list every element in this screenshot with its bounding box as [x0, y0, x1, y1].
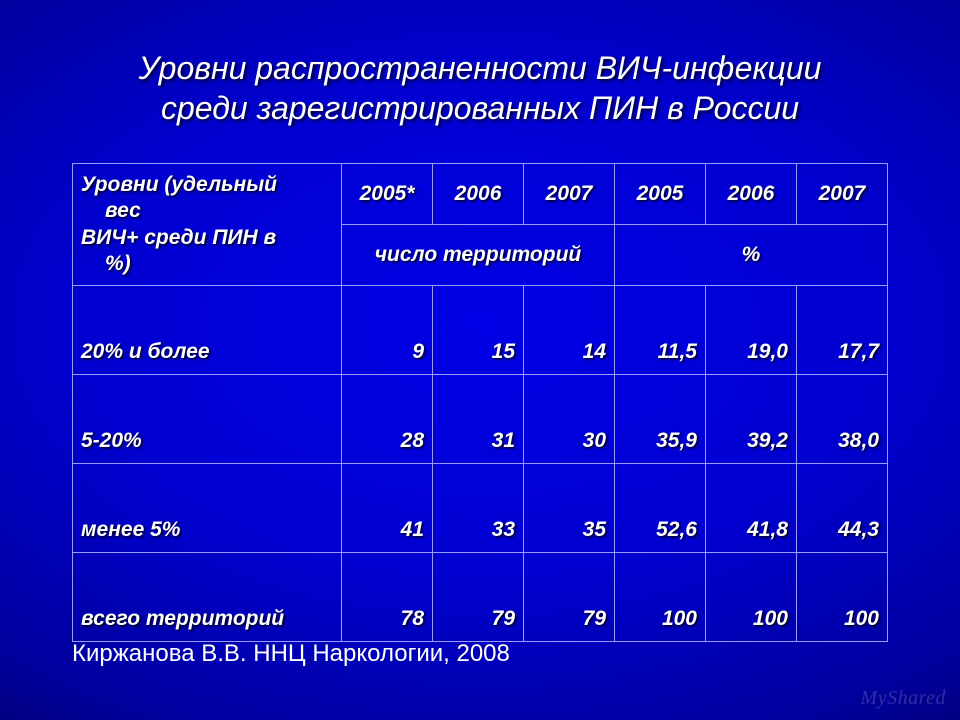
table-row: всего территорий 78 79 79 100 100 100 — [73, 553, 888, 642]
cell: 33 — [433, 464, 524, 553]
header-year-2: 2007 — [524, 164, 615, 225]
data-table: Уровни (удельный вес ВИЧ+ среди ПИН в %)… — [72, 163, 888, 642]
table-row: менее 5% 41 33 35 52,6 41,8 44,3 — [73, 464, 888, 553]
cell: 35,9 — [615, 375, 706, 464]
cell: 100 — [615, 553, 706, 642]
row-label-1: 5-20% — [73, 375, 342, 464]
cell: 41,8 — [705, 464, 796, 553]
header-year-0: 2005* — [342, 164, 433, 225]
header-left-l4: %) — [81, 251, 335, 277]
cell: 11,5 — [615, 286, 706, 375]
row-label-2: менее 5% — [73, 464, 342, 553]
cell: 31 — [433, 375, 524, 464]
cell: 35 — [524, 464, 615, 553]
table-container: Уровни (удельный вес ВИЧ+ среди ПИН в %)… — [72, 163, 888, 642]
cell: 28 — [342, 375, 433, 464]
cell: 100 — [796, 553, 887, 642]
cell: 79 — [524, 553, 615, 642]
header-left-l3: ВИЧ+ среди ПИН в — [81, 225, 335, 251]
header-year-1: 2006 — [433, 164, 524, 225]
header-row-years: Уровни (удельный вес ВИЧ+ среди ПИН в %)… — [73, 164, 888, 225]
cell: 44,3 — [796, 464, 887, 553]
header-sub-percent: % — [615, 225, 888, 286]
table-row: 5-20% 28 31 30 35,9 39,2 38,0 — [73, 375, 888, 464]
row-label-3: всего территорий — [73, 553, 342, 642]
watermark: MyShared — [861, 687, 946, 710]
header-year-5: 2007 — [796, 164, 887, 225]
title-line-1: Уровни распространенности ВИЧ-инфекции — [139, 50, 822, 86]
header-year-3: 2005 — [615, 164, 706, 225]
cell: 9 — [342, 286, 433, 375]
cell: 41 — [342, 464, 433, 553]
cell: 30 — [524, 375, 615, 464]
cell: 19,0 — [705, 286, 796, 375]
title-line-2: среди зарегистрированных ПИН в России — [161, 90, 799, 126]
cell: 38,0 — [796, 375, 887, 464]
header-sub-territories: число территорий — [342, 225, 615, 286]
table-row: 20% и более 9 15 14 11,5 19,0 17,7 — [73, 286, 888, 375]
cell: 39,2 — [705, 375, 796, 464]
header-year-4: 2006 — [705, 164, 796, 225]
slide-title: Уровни распространенности ВИЧ-инфекции с… — [0, 0, 960, 138]
cell: 100 — [705, 553, 796, 642]
source-caption: Киржанова В.В. ННЦ Наркологии, 2008 — [72, 640, 510, 668]
header-left-l1: Уровни (удельный — [81, 172, 335, 198]
cell: 79 — [433, 553, 524, 642]
cell: 78 — [342, 553, 433, 642]
row-label-0: 20% и более — [73, 286, 342, 375]
cell: 52,6 — [615, 464, 706, 553]
header-left-l2: вес — [81, 198, 335, 224]
cell: 14 — [524, 286, 615, 375]
cell: 17,7 — [796, 286, 887, 375]
header-left-label: Уровни (удельный вес ВИЧ+ среди ПИН в %) — [73, 164, 342, 286]
cell: 15 — [433, 286, 524, 375]
